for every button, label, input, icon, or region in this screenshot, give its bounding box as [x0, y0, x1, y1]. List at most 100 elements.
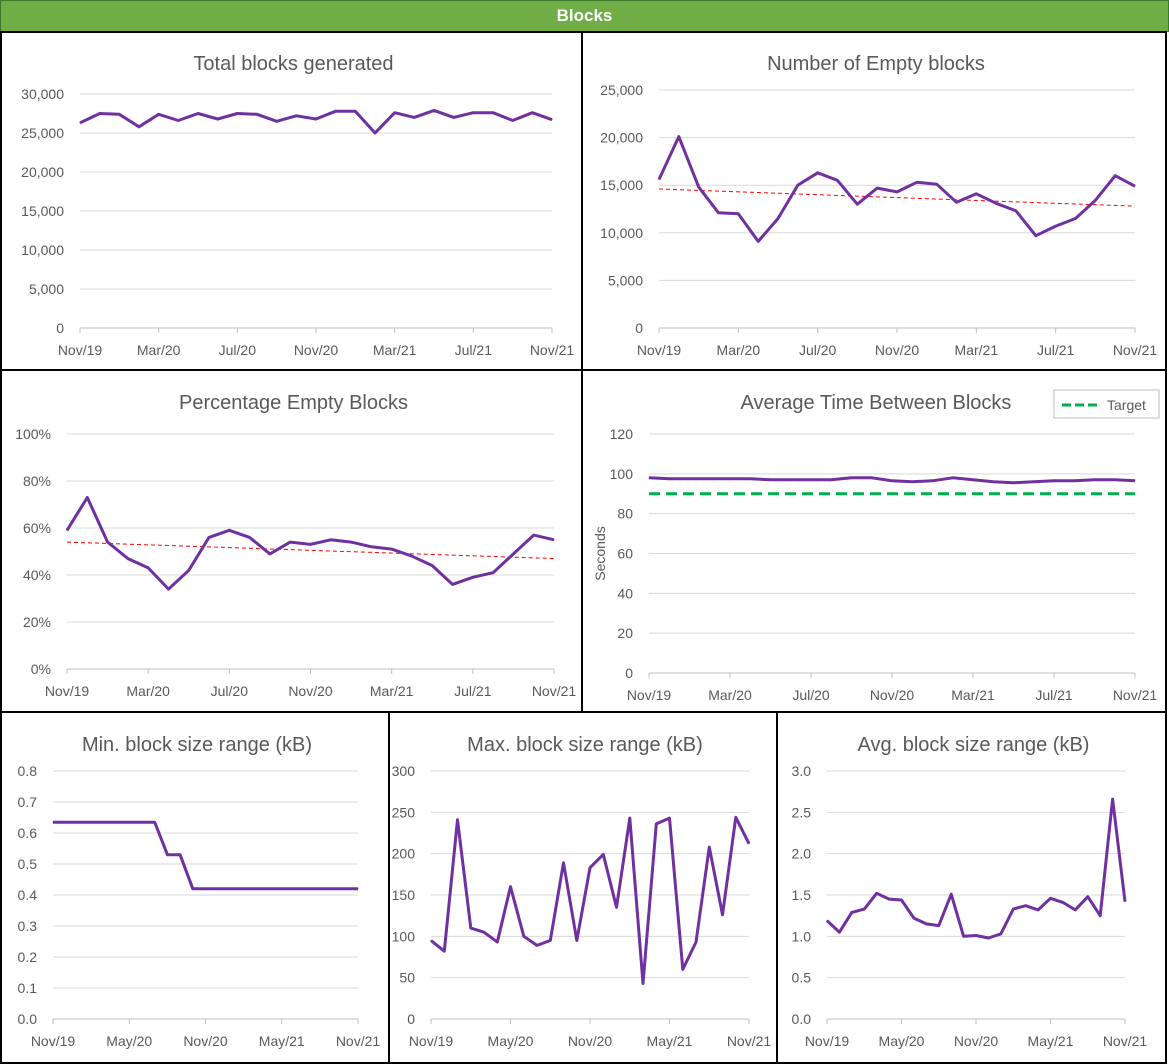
data-point — [391, 548, 393, 550]
data-point — [817, 172, 819, 174]
y-tick-label: 300 — [392, 763, 416, 779]
data-point — [188, 569, 190, 571]
data-point — [722, 914, 723, 916]
y-axis-title: Seconds — [592, 526, 608, 580]
y-tick-label: 0.4 — [18, 887, 38, 903]
data-point — [394, 112, 396, 114]
x-tick-label: Mar/20 — [126, 683, 170, 699]
data-point — [589, 867, 591, 869]
data-point — [876, 187, 878, 189]
data-point — [472, 112, 474, 114]
y-tick-label: 80 — [617, 506, 633, 522]
data-point — [167, 588, 169, 590]
x-tick-label: Mar/21 — [951, 687, 995, 703]
data-point — [1033, 481, 1035, 483]
series-line — [825, 797, 1127, 940]
data-point — [350, 541, 352, 543]
data-point — [154, 821, 156, 823]
y-tick-label: 150 — [392, 887, 416, 903]
data-point — [735, 816, 737, 818]
y-tick-label: 25,000 — [21, 125, 64, 141]
data-point — [86, 496, 88, 498]
x-tick-label: May/20 — [879, 1033, 925, 1049]
series-line — [430, 815, 751, 985]
y-tick-label: 2.0 — [792, 846, 812, 862]
data-point — [370, 546, 372, 548]
data-point — [306, 888, 308, 890]
data-point — [197, 113, 199, 114]
data-point — [790, 479, 792, 481]
y-tick-label: 20% — [23, 614, 51, 630]
y-tick-label: 0.7 — [18, 794, 38, 810]
data-point — [256, 113, 258, 115]
data-point — [553, 539, 555, 541]
data-point — [354, 110, 356, 112]
data-point — [492, 112, 494, 114]
x-tick-label: Mar/20 — [137, 342, 181, 358]
y-tick-label: 120 — [610, 426, 634, 442]
data-point — [1114, 479, 1116, 481]
data-point — [797, 184, 799, 186]
y-tick-label: 0% — [31, 661, 51, 677]
data-point — [938, 925, 940, 927]
chart-title: Total blocks generated — [193, 53, 393, 75]
data-point — [856, 203, 858, 205]
legend-label-target: Target — [1107, 397, 1146, 413]
data-point — [510, 886, 511, 888]
data-point — [911, 481, 913, 483]
data-point — [709, 478, 711, 480]
chart-title: Average Time Between Blocks — [741, 392, 1012, 414]
data-point — [452, 583, 454, 585]
y-tick-label: 40 — [617, 585, 633, 601]
data-point — [1124, 901, 1126, 903]
data-point — [332, 888, 334, 890]
x-tick-label: Nov/19 — [31, 1033, 76, 1049]
y-tick-label: 0 — [625, 665, 633, 681]
data-point — [830, 479, 832, 481]
data-point — [116, 821, 118, 823]
x-tick-label: Nov/19 — [45, 683, 90, 699]
series-line — [657, 135, 1136, 243]
y-tick-label: 60% — [23, 520, 51, 536]
x-tick-label: Jul/20 — [219, 342, 257, 358]
data-point — [127, 558, 129, 560]
data-point — [523, 935, 525, 937]
panel-percentage-empty: Percentage Empty Blocks 0% 20% 40% 60% 80% 100… — [0, 369, 583, 713]
data-point — [319, 888, 321, 890]
data-point — [1075, 218, 1076, 220]
data-point — [533, 534, 535, 536]
y-tick-label: 20 — [617, 625, 633, 641]
y-tick-label: 0 — [635, 320, 643, 336]
y-tick-label: 0 — [407, 1011, 415, 1027]
data-point — [901, 899, 902, 901]
data-point — [748, 843, 750, 845]
data-point — [648, 477, 650, 479]
x-tick-label: Nov/21 — [532, 683, 577, 699]
data-point — [655, 823, 657, 825]
chart-title: Min. block size range (kB) — [82, 734, 312, 756]
data-point — [1035, 235, 1037, 237]
y-tick-label: 15,000 — [600, 177, 643, 193]
x-tick-label: Nov/19 — [409, 1033, 454, 1049]
data-point — [357, 888, 359, 890]
data-point — [995, 202, 997, 204]
data-point — [1015, 210, 1017, 212]
data-point — [66, 529, 68, 531]
x-tick-label: Jul/21 — [1035, 687, 1073, 703]
chart-percentage-empty: Percentage Empty Blocks 0% 20% 40% 60% 80% 100… — [15, 392, 577, 699]
y-tick-label: 20,000 — [600, 130, 643, 146]
data-point — [536, 944, 538, 946]
trend-line — [66, 541, 555, 560]
data-point — [749, 478, 751, 480]
data-point — [826, 920, 828, 922]
data-point — [158, 113, 160, 115]
data-point — [1012, 908, 1014, 910]
data-point — [52, 821, 54, 823]
x-tick-label: Nov/20 — [870, 687, 915, 703]
data-point — [1037, 909, 1039, 911]
panel-min-block-size: Min. block size range (kB) 0.0 0.1 0.2 0.3 0.… — [0, 711, 390, 1064]
chart-title: Percentage Empty Blocks — [179, 392, 408, 414]
data-point — [925, 923, 927, 925]
chart-total-blocks: Total blocks generated 0 5,000 10,000 15,000… — [21, 53, 574, 358]
x-tick-label: Nov/19 — [627, 687, 672, 703]
